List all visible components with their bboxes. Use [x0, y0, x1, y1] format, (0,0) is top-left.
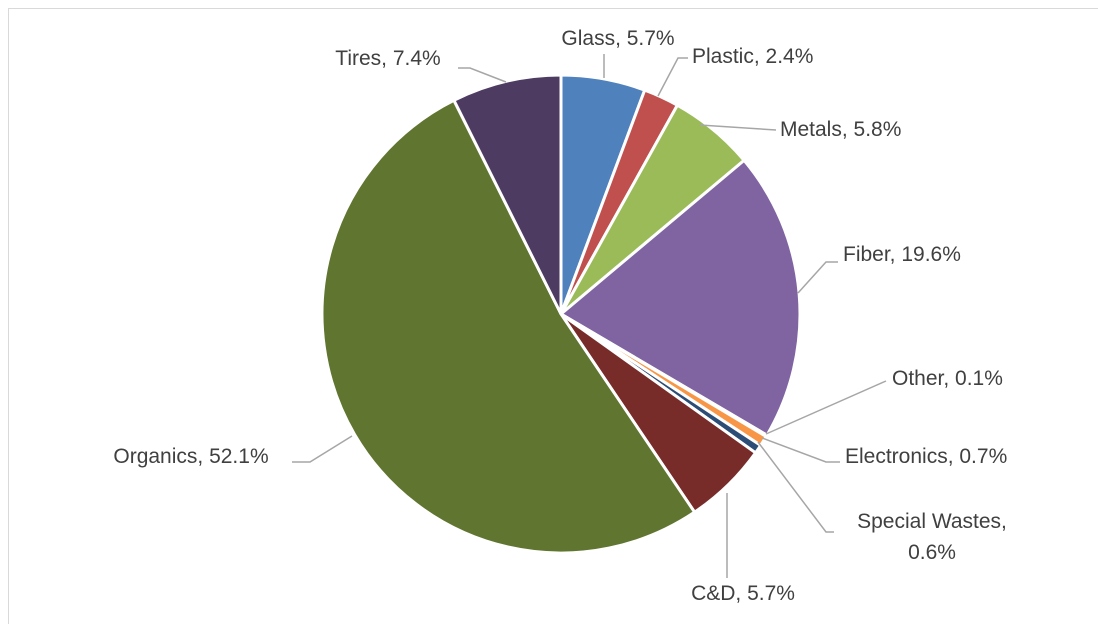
pie-slice-organics	[320, 98, 697, 555]
leader-line-special-wastes	[757, 441, 834, 533]
data-label-line: Plastic, 2.4%	[692, 45, 813, 68]
leader-line-metals	[699, 124, 777, 131]
data-label-tires: Tires, 7.4%	[335, 47, 440, 70]
data-label-metals: Metals, 5.8%	[780, 118, 901, 141]
data-label-special-wastes: Special Wastes, 0.6%	[857, 510, 1007, 564]
leader-line-fiber	[797, 261, 838, 294]
pie-slice-fiber	[559, 158, 802, 437]
data-label-line: Glass, 5.7%	[561, 27, 674, 50]
data-label-line: Metals, 5.8%	[780, 118, 901, 141]
data-label-other: Other, 0.1%	[892, 367, 1003, 390]
data-label-electronics: Electronics, 0.7%	[845, 445, 1007, 468]
data-label-line: 0.6%	[908, 541, 956, 564]
leader-line-plastic	[657, 57, 688, 97]
data-label-line: Fiber, 19.6%	[843, 243, 961, 266]
leader-lines	[292, 54, 887, 578]
data-label-glass: Glass, 5.7%	[561, 27, 674, 50]
leader-line-organics	[292, 435, 353, 463]
data-labels: Glass, 5.7% Plastic, 2.4% Metals, 5.8% Fibe…	[113, 27, 1007, 605]
leader-line-tires	[458, 67, 507, 83]
data-label-line: Organics, 52.1%	[113, 445, 268, 468]
data-label-line: Special Wastes,	[857, 510, 1007, 533]
leader-line-other	[765, 380, 887, 435]
data-label-line: C&D, 5.7%	[691, 582, 795, 605]
data-label-organics: Organics, 52.1%	[113, 445, 268, 468]
data-label-candd: C&D, 5.7%	[691, 582, 795, 605]
data-label-plastic: Plastic, 2.4%	[692, 45, 813, 68]
data-label-fiber: Fiber, 19.6%	[843, 243, 961, 266]
data-label-line: Tires, 7.4%	[335, 47, 440, 70]
leader-line-electronics	[761, 437, 840, 463]
data-label-line: Other, 0.1%	[892, 367, 1003, 390]
data-label-line: Electronics, 0.7%	[845, 445, 1007, 468]
pie-slices	[320, 73, 802, 555]
